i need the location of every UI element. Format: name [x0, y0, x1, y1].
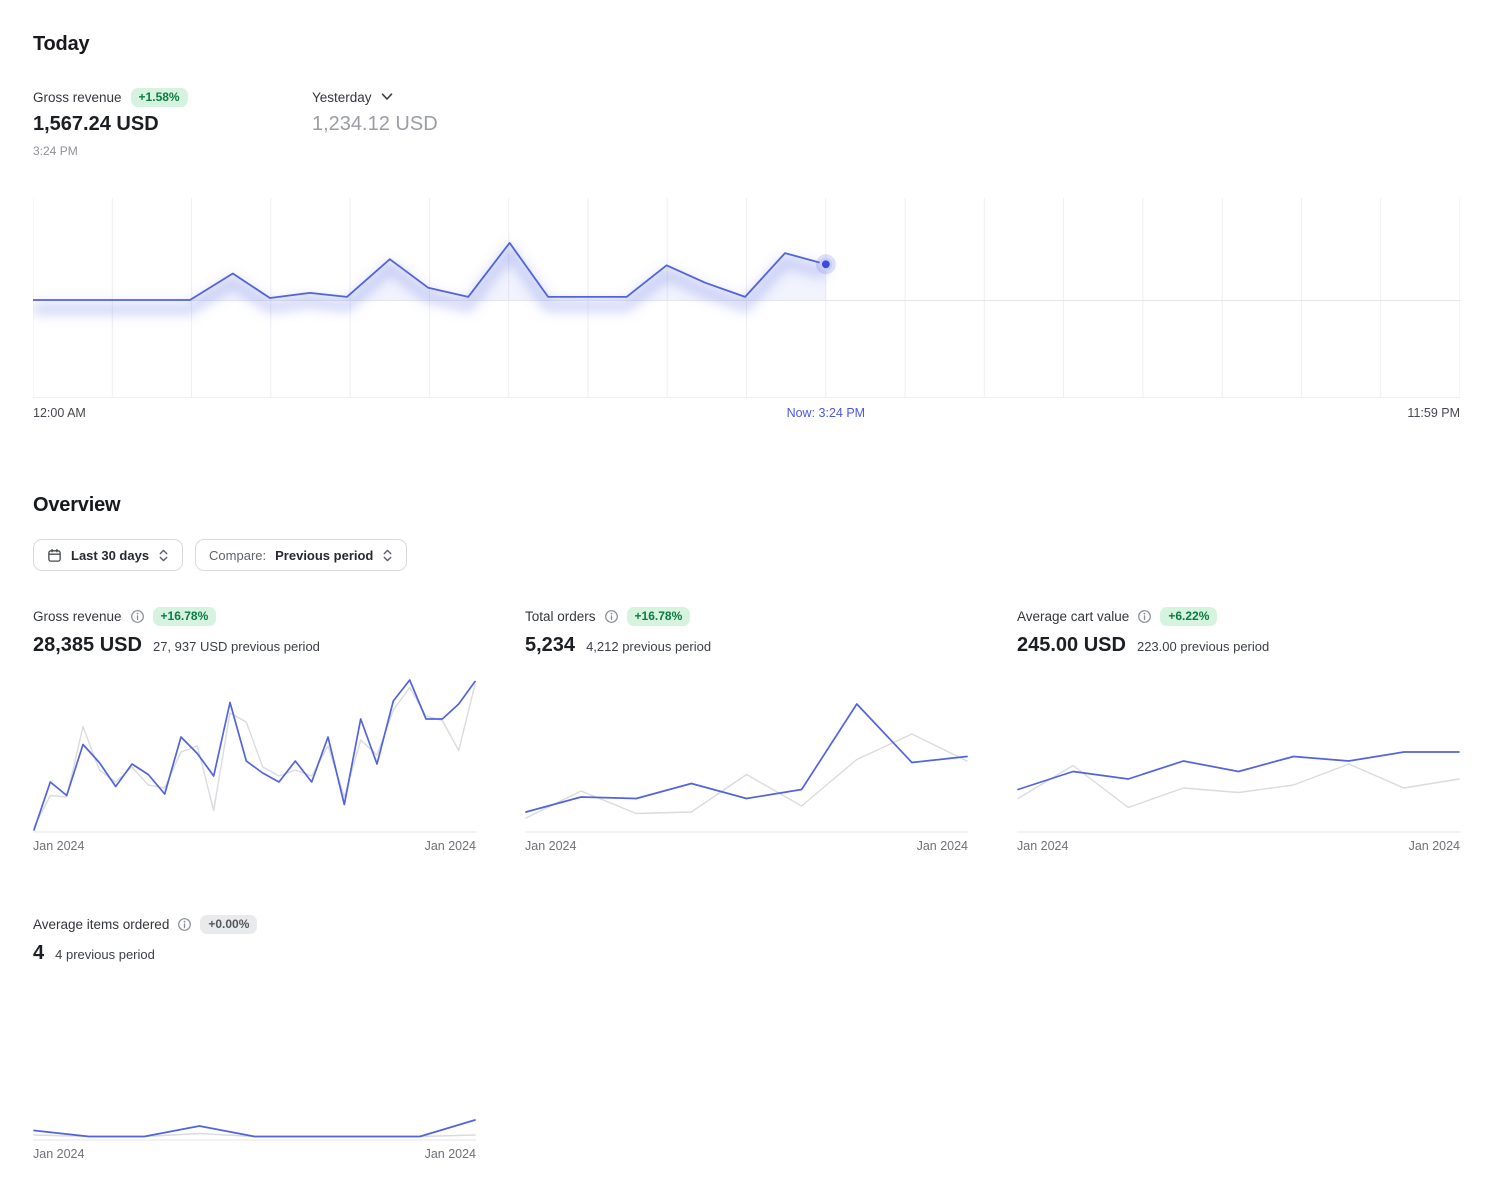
date-range-label: Last 30 days: [71, 547, 150, 563]
card-label: Average items ordered: [33, 916, 170, 932]
average-cart-value-sparkline: [1017, 751, 1460, 833]
today-heading: Today: [33, 33, 90, 55]
yesterday-value: 1,234.12 USD: [312, 113, 438, 135]
sparkline-x-axis: Jan 2024 Jan 2024: [1017, 839, 1460, 853]
card-value: 4: [33, 942, 45, 964]
gross-revenue-time: 3:24 PM: [33, 144, 78, 158]
axis-right-label: Jan 2024: [916, 839, 968, 853]
date-range-button[interactable]: Last 30 days: [33, 539, 184, 571]
info-icon[interactable]: [1137, 609, 1152, 624]
today-chart-wrap: 12:00 AM Now: 3:24 PM 11:59 PM: [33, 198, 1460, 424]
sparkline-wrap: Jan 2024 Jan 2024: [525, 673, 968, 853]
today-metrics: Gross revenue +1.58% 1,567.24 USD 3:24 P…: [33, 87, 1460, 158]
card-header: Total orders +16.78%: [525, 606, 968, 626]
today-chart-x-axis: 12:00 AM Now: 3:24 PM 11:59 PM: [33, 406, 1460, 424]
info-icon[interactable]: [130, 609, 145, 624]
axis-right-label: Jan 2024: [424, 839, 476, 853]
yesterday-label: Yesterday: [312, 89, 372, 105]
card-value-row: 4 4 previous period: [33, 942, 476, 965]
card-header: Average items ordered +0.00%: [33, 914, 476, 934]
metric-card-average-cart-value: Average cart value +6.22% 245.00 USD 223…: [1017, 606, 1460, 853]
compare-button[interactable]: Compare: Previous period: [195, 539, 408, 571]
card-compare: 4,212 previous period: [586, 639, 712, 654]
yesterday-metric: Yesterday 1,234.12 USD: [312, 88, 591, 158]
card-value: 245.00 USD: [1017, 634, 1126, 656]
overview-controls: Last 30 days Compare: Previous period: [33, 539, 1460, 571]
yesterday-selector[interactable]: Yesterday: [312, 88, 591, 106]
change-badge: +0.00%: [200, 914, 258, 934]
gross-revenue-value: 1,567.24 USD: [33, 113, 159, 135]
info-icon[interactable]: [604, 609, 619, 624]
axis-right-label: Jan 2024: [1408, 839, 1460, 853]
metric-card-total-orders: Total orders +16.78% 5,234 4,212 previou…: [525, 606, 968, 853]
card-value-row: 5,234 4,212 previous period: [525, 634, 968, 657]
axis-left-label: Jan 2024: [525, 839, 577, 853]
card-label: Gross revenue: [33, 608, 122, 624]
total-orders-sparkline: [525, 703, 968, 833]
card-value-row: 245.00 USD 223.00 previous period: [1017, 634, 1460, 657]
average-items-ordered-sparkline: [33, 1119, 476, 1141]
axis-end-label: 11:59 PM: [1407, 406, 1460, 420]
axis-left-label: Jan 2024: [1017, 839, 1069, 853]
select-chevrons-icon: [382, 548, 393, 563]
card-compare: 27, 937 USD previous period: [152, 639, 320, 654]
card-value: 5,234: [525, 634, 576, 656]
today-section: Today Gross revenue +1.58% 1,567.24 USD …: [33, 33, 1460, 424]
sparkline-wrap: Jan 2024 Jan 2024: [33, 981, 476, 1161]
info-icon[interactable]: [177, 917, 192, 932]
card-value: 28,385 USD: [33, 634, 142, 656]
sparkline-x-axis: Jan 2024 Jan 2024: [33, 839, 476, 853]
card-header: Average cart value +6.22%: [1017, 606, 1460, 626]
metric-card-gross-revenue: Gross revenue +16.78% 28,385 USD 27, 937…: [33, 606, 476, 853]
calendar-icon: [47, 548, 62, 563]
now-label: Now: 3:24 PM: [786, 406, 866, 420]
card-compare: 223.00 previous period: [1136, 639, 1270, 654]
axis-left-label: Jan 2024: [33, 839, 85, 853]
axis-start-label: 12:00 AM: [33, 406, 86, 420]
card-value-row: 28,385 USD 27, 937 USD previous period: [33, 634, 476, 657]
select-chevrons-icon: [158, 548, 169, 563]
compare-prefix: Compare:: [209, 547, 267, 563]
change-badge: +6.22%: [1160, 606, 1218, 626]
axis-left-label: Jan 2024: [33, 1147, 85, 1161]
chevron-down-icon: [381, 88, 393, 106]
metric-card-average-items-ordered: Average items ordered +0.00% 4 4 previou…: [33, 914, 476, 1161]
gross-revenue-label-row: Gross revenue +1.58%: [33, 87, 312, 107]
sparkline-x-axis: Jan 2024 Jan 2024: [33, 1147, 476, 1161]
gross-revenue-label: Gross revenue: [33, 89, 122, 105]
card-label: Average cart value: [1017, 608, 1130, 624]
change-badge: +1.58%: [130, 87, 188, 107]
sparkline-x-axis: Jan 2024 Jan 2024: [525, 839, 968, 853]
today-revenue-chart[interactable]: [33, 198, 1460, 398]
overview-heading: Overview: [33, 494, 121, 516]
card-header: Gross revenue +16.78%: [33, 606, 476, 626]
axis-right-label: Jan 2024: [424, 1147, 476, 1161]
overview-section: Overview Last 30 days Compare: Previous …: [33, 494, 1460, 1161]
sparkline-wrap: Jan 2024 Jan 2024: [33, 673, 476, 853]
card-compare: 4 previous period: [55, 947, 155, 962]
sparkline-wrap: Jan 2024 Jan 2024: [1017, 673, 1460, 853]
change-badge: +16.78%: [152, 606, 217, 626]
change-badge: +16.78%: [626, 606, 691, 626]
gross-revenue-metric: Gross revenue +1.58% 1,567.24 USD 3:24 P…: [33, 87, 312, 158]
card-label: Total orders: [525, 608, 596, 624]
gross-revenue-sparkline: [33, 679, 476, 833]
metric-cards-grid: Gross revenue +16.78% 28,385 USD 27, 937…: [33, 606, 1460, 1161]
compare-value: Previous period: [275, 547, 374, 563]
